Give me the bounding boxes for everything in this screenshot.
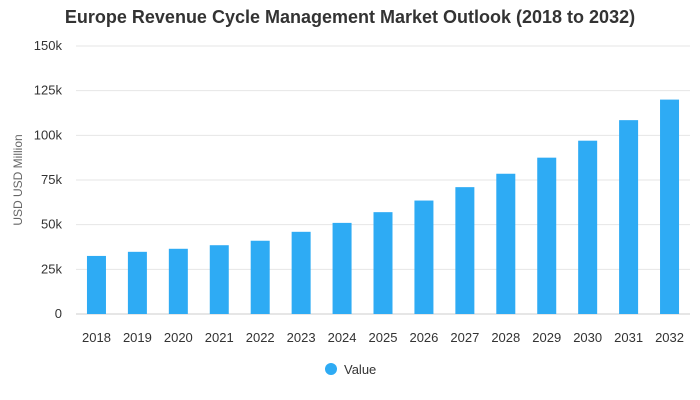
x-tick-label: 2025 bbox=[369, 330, 398, 345]
bar-2032[interactable] bbox=[660, 99, 680, 314]
x-tick-label: 2021 bbox=[205, 330, 234, 345]
y-tick-label: 75k bbox=[41, 172, 62, 187]
y-axis-title: USD USD Million bbox=[11, 134, 25, 225]
bar-2025[interactable] bbox=[373, 212, 393, 314]
legend-marker-icon bbox=[325, 363, 337, 375]
y-tick-label: 125k bbox=[34, 83, 63, 98]
x-tick-label: 2023 bbox=[287, 330, 316, 345]
bar-2022[interactable] bbox=[250, 240, 270, 314]
y-tick-label: 150k bbox=[34, 38, 63, 53]
x-tick-label: 2029 bbox=[532, 330, 561, 345]
bar-layer bbox=[86, 99, 680, 314]
x-tick-label: 2018 bbox=[82, 330, 111, 345]
bar-2023[interactable] bbox=[291, 231, 311, 314]
x-axis-ticks: 2018 2019 2020 2021 2022 2023 2024 2025 2026 2027… bbox=[82, 330, 684, 345]
x-tick-label: 2020 bbox=[164, 330, 193, 345]
legend[interactable]: Value bbox=[325, 362, 376, 377]
x-tick-label: 2019 bbox=[123, 330, 152, 345]
x-tick-label: 2032 bbox=[655, 330, 684, 345]
x-tick-label: 2024 bbox=[328, 330, 357, 345]
x-tick-label: 2030 bbox=[573, 330, 602, 345]
bar-2027[interactable] bbox=[455, 187, 475, 314]
bar-2024[interactable] bbox=[332, 222, 352, 314]
y-tick-label: 0 bbox=[55, 306, 62, 321]
bar-2021[interactable] bbox=[209, 245, 229, 314]
bar-2028[interactable] bbox=[496, 173, 516, 314]
bar-2018[interactable] bbox=[86, 255, 106, 314]
bar-2020[interactable] bbox=[168, 248, 188, 314]
bar-2026[interactable] bbox=[414, 200, 434, 314]
chart-title: Europe Revenue Cycle Management Market O… bbox=[64, 7, 636, 27]
bar-2030[interactable] bbox=[578, 140, 598, 314]
bar-2029[interactable] bbox=[537, 157, 557, 314]
x-tick-label: 2031 bbox=[614, 330, 643, 345]
legend-label: Value bbox=[344, 362, 376, 377]
y-axis-ticks: 0 25k 50k 75k 100k 125k 150k bbox=[34, 38, 63, 321]
x-tick-label: 2026 bbox=[409, 330, 438, 345]
y-tick-label: 100k bbox=[34, 127, 63, 142]
x-tick-label: 2027 bbox=[450, 330, 479, 345]
y-tick-label: 50k bbox=[41, 217, 62, 232]
bar-2031[interactable] bbox=[619, 120, 639, 314]
bar-2019[interactable] bbox=[127, 251, 147, 314]
x-tick-label: 2028 bbox=[491, 330, 520, 345]
y-tick-label: 25k bbox=[41, 261, 62, 276]
x-tick-label: 2022 bbox=[246, 330, 275, 345]
